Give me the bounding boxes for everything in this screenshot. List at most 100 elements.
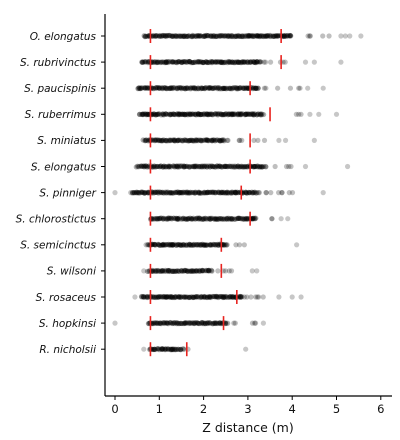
- data-point: [201, 189, 207, 195]
- data-point: [157, 216, 163, 222]
- data-point: [155, 85, 161, 91]
- data-point: [214, 293, 221, 300]
- data-point: [202, 190, 208, 196]
- data-point: [255, 111, 262, 117]
- category-label: R. nicholsii: [39, 344, 96, 356]
- data-point: [128, 190, 134, 196]
- data-point: [203, 85, 209, 91]
- data-point: [220, 190, 226, 196]
- data-point: [151, 59, 158, 65]
- data-point: [174, 163, 180, 170]
- data-point: [186, 164, 193, 170]
- data-point: [215, 189, 222, 195]
- data-point: [158, 33, 165, 39]
- data-point: [151, 111, 157, 117]
- data-point: [209, 85, 215, 91]
- data-point: [166, 85, 172, 92]
- data-point: [182, 59, 188, 65]
- data-point: [286, 163, 292, 170]
- data-point: [197, 111, 204, 118]
- data-point: [182, 294, 189, 300]
- data-point: [139, 189, 145, 195]
- data-point: [198, 33, 204, 39]
- outlier-point: [302, 59, 309, 65]
- data-point: [158, 163, 164, 169]
- data-point: [209, 112, 216, 118]
- data-point: [238, 111, 244, 117]
- data-point: [249, 216, 256, 222]
- series-4: [140, 137, 317, 144]
- data-point: [143, 111, 149, 117]
- data-point: [253, 85, 259, 91]
- data-point: [244, 33, 251, 39]
- data-point: [139, 85, 145, 91]
- data-point: [247, 59, 253, 66]
- data-point: [135, 164, 142, 170]
- data-point: [193, 268, 199, 274]
- data-point: [157, 268, 163, 274]
- data-point: [158, 294, 164, 300]
- data-point: [227, 216, 234, 222]
- data-point: [210, 85, 216, 92]
- data-point: [155, 85, 161, 91]
- data-point: [217, 320, 223, 326]
- data-point: [167, 163, 173, 169]
- data-point: [260, 294, 266, 300]
- data-point: [192, 111, 198, 117]
- data-point: [189, 138, 195, 144]
- data-point: [206, 294, 213, 300]
- data-point: [171, 268, 177, 275]
- data-point: [161, 112, 167, 118]
- data-point: [203, 32, 209, 39]
- data-point: [151, 294, 158, 300]
- data-point: [197, 215, 203, 221]
- data-point: [189, 85, 196, 91]
- data-point: [233, 33, 239, 39]
- data-point: [257, 111, 264, 117]
- data-point: [226, 59, 232, 66]
- data-point: [242, 112, 248, 118]
- data-point: [135, 85, 142, 91]
- data-point: [212, 294, 218, 300]
- data-point: [205, 33, 211, 39]
- data-point: [170, 111, 176, 117]
- data-point: [189, 242, 196, 248]
- outlier-point: [302, 163, 309, 170]
- data-point: [274, 33, 281, 39]
- data-point: [212, 242, 219, 248]
- data-point: [145, 294, 151, 300]
- data-point: [225, 33, 231, 39]
- data-point: [252, 164, 258, 170]
- data-point: [167, 85, 173, 92]
- data-point: [181, 268, 187, 274]
- data-point: [192, 85, 198, 91]
- category-label: S. ruberrimus: [25, 109, 97, 121]
- data-point: [234, 112, 241, 118]
- data-point: [190, 163, 196, 170]
- data-point: [150, 33, 156, 39]
- data-point: [177, 111, 183, 117]
- data-point: [286, 190, 292, 196]
- data-point: [160, 216, 166, 222]
- data-point: [135, 86, 141, 92]
- data-point: [179, 137, 185, 144]
- data-point: [218, 164, 225, 170]
- data-point: [256, 294, 262, 300]
- data-point: [136, 85, 142, 91]
- data-point: [176, 294, 183, 300]
- data-point: [221, 294, 227, 301]
- data-point: [204, 242, 211, 248]
- data-point: [156, 294, 162, 300]
- data-point: [252, 320, 258, 326]
- outlier-point: [112, 190, 118, 196]
- data-point: [211, 33, 217, 40]
- data-point: [157, 85, 163, 91]
- data-point: [175, 111, 182, 117]
- data-point: [142, 163, 148, 169]
- outlier-point: [243, 346, 249, 352]
- data-point: [296, 111, 302, 117]
- data-point: [208, 111, 214, 117]
- data-point: [163, 164, 169, 170]
- data-point: [177, 164, 183, 170]
- data-point: [209, 268, 215, 274]
